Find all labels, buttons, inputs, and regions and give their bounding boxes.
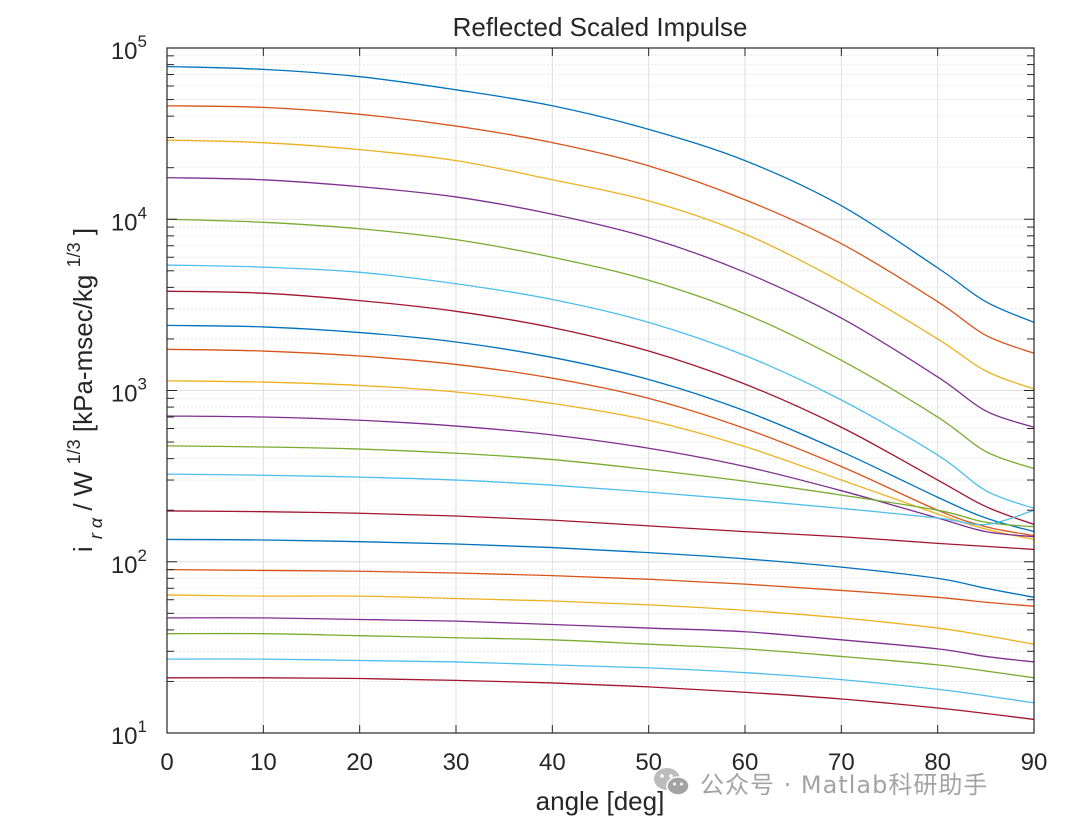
y-axis-label: i r α / W 1/3 [kPa-msec/kg 1/3 ] [56,228,108,552]
series-line [166,510,1035,551]
lines-layer [166,65,1035,721]
y-tick-label-base: 10 [111,38,138,65]
x-tick-label: 30 [443,749,470,776]
y-tick-label-base: 10 [111,381,138,408]
series-line [166,473,1035,526]
x-tick-label: 80 [924,749,951,776]
series-line [166,538,1035,598]
x-tick-label: 20 [346,749,373,776]
x-tick-label: 90 [1021,749,1048,776]
series-line [166,632,1035,679]
y-tick-label: 104 [111,203,147,236]
y-tick-label-exponent: 2 [138,546,147,565]
y-axis-label-symbol: i [68,546,98,552]
series-line [166,594,1035,645]
labels-layer: Reflected Scaled Impulse angle [deg] i r… [56,12,748,816]
y-tick-label-base: 10 [111,209,138,236]
y-tick-label-exponent: 5 [138,32,147,51]
y-axis-label-units: [kPa-msec/kg [68,275,98,433]
series-line [166,677,1035,721]
x-tick-label: 60 [732,749,759,776]
series-line [166,658,1035,704]
series-line [166,264,1035,509]
y-tick-label-base: 10 [111,723,138,750]
series-line [166,380,1035,541]
series-line [166,176,1035,428]
series-line [166,290,1035,526]
x-axis-label: angle [deg] [536,786,665,816]
y-axis-label-subscript: r α [86,517,106,539]
series-line [166,105,1035,354]
y-tick-label-base: 10 [111,552,138,579]
series-line [166,139,1035,390]
watermark: 公众号 · Matlab科研助手 [652,762,988,802]
y-tick-label: 105 [111,32,147,65]
y-axis-label-divisor-exponent: 1/3 [64,439,84,464]
y-axis-label-units-exponent: 1/3 [64,242,84,267]
series-line [166,218,1035,470]
series-line [166,445,1035,528]
y-tick-label-exponent: 3 [138,375,147,394]
watermark-text: 公众号 · Matlab科研助手 [700,770,989,799]
series-line [166,617,1035,663]
x-tick-label: 70 [828,749,855,776]
y-axis-label-divisor: / W [68,471,98,510]
series-line [166,65,1035,323]
y-tick-label: 102 [111,546,147,579]
y-axis-label-close: ] [68,228,98,235]
wechat-icon [654,768,690,796]
series-line [166,568,1035,607]
series-line [166,324,1035,533]
x-tick-label: 0 [160,749,173,776]
y-tick-label: 103 [111,375,147,408]
chart-title: Reflected Scaled Impulse [453,12,748,42]
x-tick-label: 10 [250,749,277,776]
y-tick-label: 101 [111,717,147,750]
y-tick-label-exponent: 1 [138,717,147,736]
y-tick-label-exponent: 4 [138,203,147,222]
x-tick-label: 40 [539,749,566,776]
